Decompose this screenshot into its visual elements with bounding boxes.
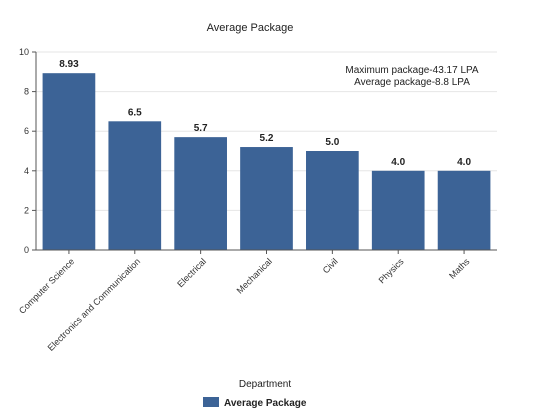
annotation-max-package: Maximum package-43.17 LPA — [345, 65, 479, 76]
y-tick-label: 2 — [24, 205, 29, 215]
x-tick-label: Computer Science — [17, 256, 76, 315]
bar — [240, 147, 293, 250]
bar-value-label: 6.5 — [128, 107, 142, 118]
y-tick-label: 0 — [24, 245, 29, 255]
x-tick-label: Physics — [377, 256, 406, 285]
legend[interactable]: Average Package — [203, 397, 307, 409]
legend-swatch — [203, 397, 219, 407]
y-tick-label: 4 — [24, 166, 29, 176]
bar-value-label: 4.0 — [457, 157, 471, 168]
x-tick-label: Maths — [447, 256, 472, 281]
y-tick-label: 8 — [24, 87, 29, 97]
y-axis: 0 2 4 6 8 10 — [19, 47, 37, 255]
bar-value-label: 5.7 — [194, 123, 208, 134]
x-axis-label: Department — [239, 379, 291, 390]
x-tick-label: Mechanical — [235, 256, 274, 295]
bar-value-label: 5.2 — [260, 133, 274, 144]
y-tick-label: 6 — [24, 126, 29, 136]
bars: 8.93 6.5 5.7 5.2 5.0 4.0 4.0 — [42, 59, 491, 250]
bar — [42, 73, 96, 250]
bar — [108, 121, 162, 250]
y-tick-label: 10 — [19, 47, 29, 57]
x-tick-label: Civil — [321, 256, 340, 275]
x-tick-label: Electrical — [175, 256, 208, 289]
bar-value-label: 4.0 — [391, 157, 405, 168]
bar-value-label: 5.0 — [325, 137, 339, 148]
bar-value-label: 8.93 — [59, 59, 79, 70]
bar — [306, 151, 359, 250]
legend-label: Average Package — [224, 398, 307, 409]
bar — [371, 170, 425, 250]
bar — [174, 137, 227, 250]
bar — [437, 170, 491, 250]
chart-title: Average Package — [207, 22, 294, 34]
annotation-avg-package: Average package-8.8 LPA — [354, 77, 470, 88]
